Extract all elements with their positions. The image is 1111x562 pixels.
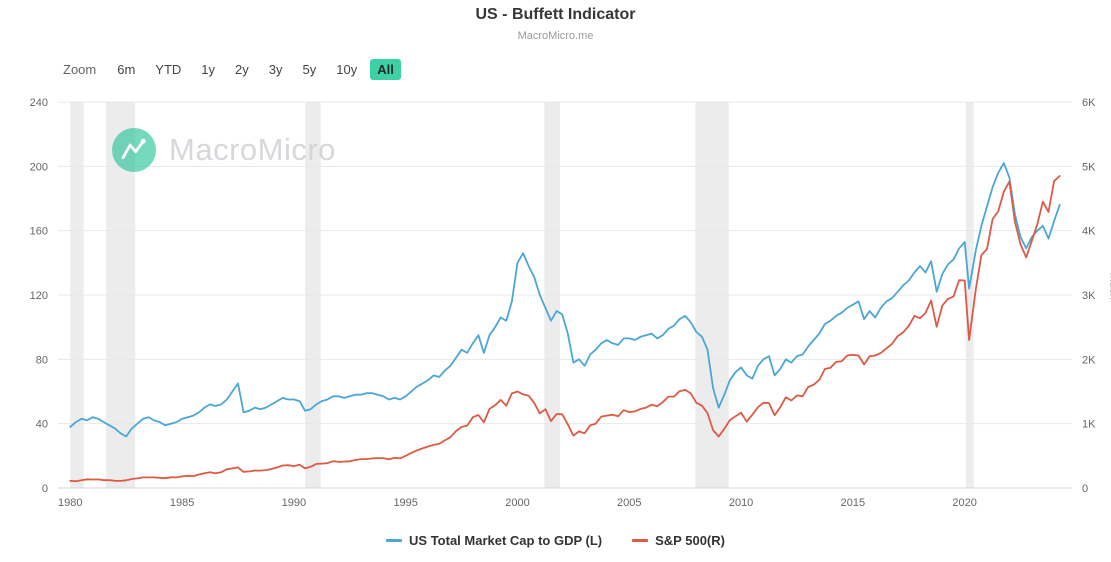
y-axis-left-tick-label: 40 — [36, 419, 48, 431]
x-axis-tick-label: 2020 — [952, 497, 976, 509]
series-line-sp500 — [69, 175, 1061, 483]
x-axis-tick-label: 1990 — [282, 497, 306, 509]
y-axis-right-tick-label: 5K — [1082, 161, 1096, 173]
y-axis-right-tick-label: 0 — [1082, 483, 1088, 495]
x-axis-tick-label: 2005 — [617, 497, 641, 509]
x-axis-tick-label: 1985 — [170, 497, 194, 509]
x-axis-tick-label: 2015 — [841, 497, 865, 509]
legend-item[interactable]: US Total Market Cap to GDP (L) — [386, 533, 602, 548]
range-button-3y[interactable]: 3y — [268, 62, 283, 77]
macromicro-logo-icon — [112, 128, 156, 172]
legend-label: US Total Market Cap to GDP (L) — [409, 533, 603, 548]
y-axis-left-tick-label: 120 — [30, 290, 48, 302]
range-button-all[interactable]: All — [370, 59, 401, 80]
y-axis-right-tick-label: 2K — [1082, 354, 1096, 366]
range-button-1y[interactable]: 1y — [201, 62, 216, 77]
page-title: US - Buffett Indicator — [475, 6, 636, 23]
y-axis-right-tick-label: 4K — [1082, 226, 1096, 238]
x-axis-tick-label: 1980 — [58, 497, 82, 509]
y-axis-title-right: Index — [1107, 272, 1111, 300]
range-buttons: 6m YTD 1y 2y 3y 5y 10y All — [110, 59, 407, 80]
legend-item[interactable]: S&P 500(R) — [632, 533, 725, 548]
y-axis-title-left: Percent — [0, 267, 3, 305]
y-axis-left-tick-label: 160 — [30, 226, 48, 238]
range-button-2y[interactable]: 2y — [235, 62, 249, 77]
watermark: MacroMicro — [112, 128, 336, 172]
y-axis-left-tick-label: 200 — [30, 161, 48, 173]
chart-source: MacroMicro.me — [517, 30, 594, 42]
y-axis-left-tick-label: 0 — [42, 483, 48, 495]
y-axis-left-tick-label: 80 — [36, 354, 48, 366]
legend-dash-icon — [632, 539, 649, 542]
x-axis-tick-label: 2000 — [505, 497, 529, 509]
chart-area: 0 0 40 1K 80 2K 120 3K 160 4K 200 5K 240 6K 1980 1985 19… — [0, 88, 1111, 528]
legend-dash-icon — [386, 539, 403, 542]
range-button-6m[interactable]: 6m — [117, 62, 136, 77]
range-button-5y[interactable]: 5y — [302, 62, 317, 77]
range-button-ytd[interactable]: YTD — [155, 62, 182, 77]
range-button-10y[interactable]: 10y — [336, 62, 358, 77]
range-toolbar: Zoom 6m YTD 1y 2y 3y 5y 10y All — [63, 59, 407, 80]
watermark-text: MacroMicro — [169, 132, 336, 167]
y-axis-right-tick-label: 1K — [1082, 419, 1096, 431]
legend-label: S&P 500(R) — [655, 533, 725, 548]
zoom-label: Zoom — [63, 62, 97, 77]
y-axis-right-tick-label: 3K — [1082, 290, 1096, 302]
x-axis-tick-label: 1995 — [393, 497, 417, 509]
x-axis-tick-label: 2010 — [729, 497, 753, 509]
chart-plot[interactable]: 0 0 40 1K 80 2K 120 3K 160 4K 200 5K 240 6K 1980 1985 19… — [0, 88, 1111, 528]
legend: US Total Market Cap to GDP (L) S&P 500(R) — [0, 533, 1111, 548]
y-axis-right-tick-label: 6K — [1082, 97, 1096, 109]
y-axis-left-tick-label: 240 — [30, 97, 48, 109]
series-line-market-cap-to-gdp — [69, 162, 1061, 438]
